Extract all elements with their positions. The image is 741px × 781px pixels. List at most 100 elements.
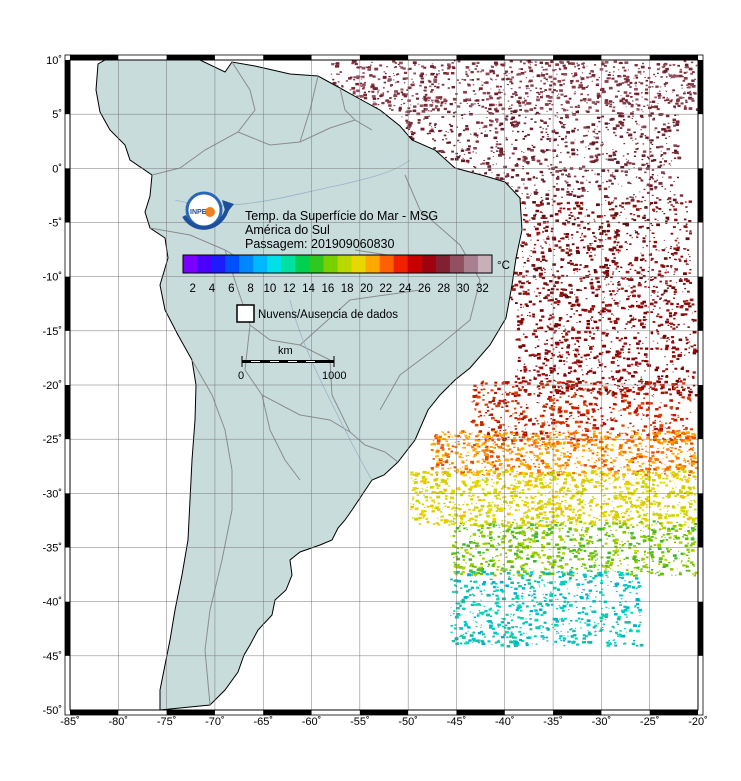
lon-tick-label: -80˚ [109, 716, 129, 728]
scalebar-start: 0 [238, 370, 244, 382]
frame-bar-top [649, 55, 698, 60]
colorbar-swatch [239, 255, 254, 273]
colorbar-swatch [463, 255, 479, 273]
lon-tick-label: -50˚ [398, 716, 418, 728]
colorbar-tick-label: 26 [418, 283, 431, 295]
lon-tick-label: -85˚ [60, 716, 80, 728]
colorbar-swatch [295, 255, 310, 273]
logo-text: INPE [190, 209, 207, 216]
frame-bar-right [698, 601, 703, 656]
frame-bar-bottom [70, 710, 119, 715]
frame-bar-bottom [359, 710, 409, 715]
lon-tick-label: -35˚ [543, 716, 563, 728]
colorbar-tick-label: 32 [476, 283, 489, 295]
country-borders [149, 61, 481, 706]
scalebar: km 0 1000 [238, 345, 346, 382]
colorbar-tick-label: 8 [247, 283, 253, 295]
lon-tick-label: -25˚ [640, 716, 660, 728]
colorbar-tick-label: 4 [209, 283, 216, 295]
colorbar-swatch [197, 255, 212, 273]
colorbar-tick-label: 14 [302, 283, 315, 295]
lat-tick-label: -45˚ [42, 651, 62, 663]
colorbar-tick-label: 24 [399, 283, 412, 295]
lat-tick-label: 0˚ [52, 163, 62, 175]
colorbar-tick-label: 12 [283, 283, 296, 295]
colorbar-swatch [477, 255, 493, 273]
lat-tick-label: -30˚ [42, 488, 62, 500]
frame-bar-bottom [553, 710, 602, 715]
colorbar-tick-label: 20 [360, 283, 373, 295]
title-line-2: América do Sul [245, 223, 330, 237]
logo-sun [205, 207, 215, 217]
colorbar-border [182, 254, 493, 274]
frame-bar-top [553, 55, 602, 60]
lon-tick-label: -70˚ [205, 716, 225, 728]
lat-tick-label: -5˚ [49, 218, 62, 230]
colorbar-swatch [449, 255, 465, 273]
colorbar-swatch [337, 255, 353, 273]
frame-bar-bottom [166, 710, 215, 715]
colorbar-swatch [281, 255, 296, 273]
colorbar-swatch [351, 255, 367, 273]
lon-tick-label: -45˚ [447, 716, 467, 728]
colorbar-swatch [421, 255, 437, 273]
frame-bar-left [65, 601, 70, 656]
frame-bar-bottom [263, 710, 312, 715]
colorbar-swatch [365, 255, 381, 273]
lon-tick-label: -30˚ [592, 716, 612, 728]
lat-tick-label: 5˚ [52, 109, 62, 121]
colorbar-swatch [211, 255, 226, 273]
colorbar-tick-label: 28 [437, 283, 450, 295]
colorbar-swatch [309, 255, 324, 273]
lon-tick-label: -60˚ [302, 716, 322, 728]
scalebar-end: 1000 [322, 370, 346, 382]
frame-bar-right [698, 385, 703, 440]
graticule [70, 60, 698, 710]
frame-bar-bottom [456, 710, 505, 715]
frame-bar-left [65, 168, 70, 223]
logo-arrowhead [222, 200, 234, 214]
lat-tick-label: -40˚ [42, 597, 62, 609]
frame-bar-top [359, 55, 409, 60]
colorbar-tick-label: 10 [264, 283, 277, 295]
lat-tick-label: -10˚ [42, 272, 62, 284]
inpe-logo: INPE [182, 191, 234, 230]
colorbar-swatch [323, 255, 338, 273]
frame-bar-left [65, 276, 70, 331]
frame-bar-top [166, 55, 215, 60]
colorbar-swatch [393, 255, 409, 273]
frame-bar-right [698, 276, 703, 331]
lat-tick-label: 10˚ [46, 55, 62, 67]
latitude-tick-labels: 10˚ 5˚ 0˚ -5˚ -10˚ -15˚ -20˚ -25˚ -30˚ -35˚ -40˚ -4… [42, 55, 62, 717]
lon-tick-label: -20˚ [688, 716, 708, 728]
colorbar-swatch [379, 255, 395, 273]
colorbar-tick-label: 22 [379, 283, 392, 295]
frame-bar-right [698, 60, 703, 115]
no-data-swatch [236, 304, 255, 323]
colorbar-tick-labels: 2 4 6 8 10 12 14 16 18 20 22 24 26 28 30 32 [189, 283, 488, 295]
lon-tick-label: -75˚ [157, 716, 177, 728]
frame-bar-left [65, 60, 70, 115]
frame-bar-bottom [649, 710, 698, 715]
colorbar-tick-label: 6 [228, 283, 234, 295]
lon-tick-label: -65˚ [253, 716, 273, 728]
frame-bar-left [65, 493, 70, 548]
no-data-label: Nuvens/Ausencia de dados [258, 309, 398, 321]
title-line-1: Temp. da Superfície do Mar - MSG [245, 209, 438, 223]
lon-tick-label: -55˚ [350, 716, 370, 728]
colorbar-swatch [407, 255, 423, 273]
colorbar-swatch [267, 255, 282, 273]
title-line-3: Passagem: 201909060830 [245, 237, 394, 251]
colorbar: 2 4 6 8 10 12 14 16 18 20 22 24 26 28 30 32 °C [182, 254, 510, 295]
colorbar-tick-label: 18 [341, 283, 354, 295]
frame-outer-border [64, 54, 704, 716]
lat-tick-label: -20˚ [42, 380, 62, 392]
lat-tick-label: -35˚ [42, 543, 62, 555]
frame-bar-right [698, 168, 703, 223]
scalebar-unit: km [278, 345, 293, 357]
frame-bar-top [263, 55, 312, 60]
lat-tick-label: -25˚ [42, 434, 62, 446]
colorbar-swatch [253, 255, 268, 273]
lon-tick-label: -40˚ [495, 716, 515, 728]
